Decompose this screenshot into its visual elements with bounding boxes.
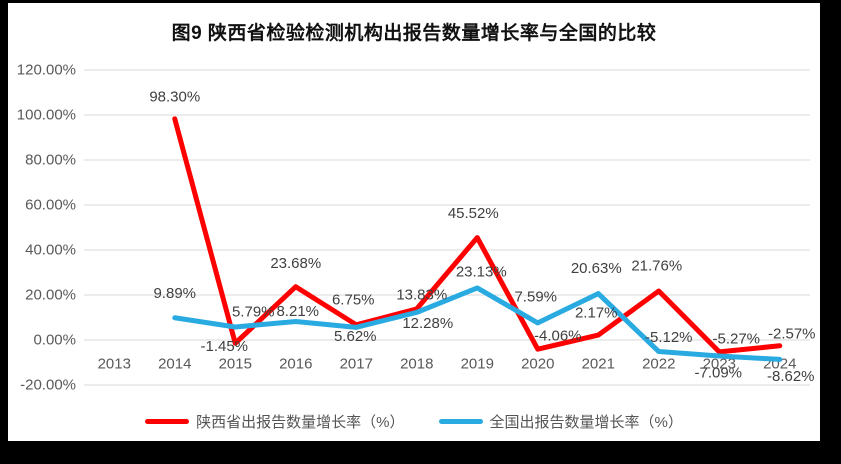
x-tick-label: 2022 [642,356,675,373]
y-tick-label: 40.00% [25,242,76,259]
data-label-1: 20.63% [571,260,622,277]
data-label-0: -2.57% [768,325,816,342]
data-label-1: 7.59% [514,288,557,305]
data-label-1: -5.12% [645,329,693,346]
data-label-1: 12.28% [402,315,453,332]
screenshot-root: { "window": { "outer_background": "#0000… [0,3,841,464]
chart-legend: 陕西省出报告数量增长率（%） 全国出报告数量增长率（%） [8,411,820,432]
y-tick-label: 80.00% [25,152,76,169]
x-tick-label: 2014 [158,356,191,373]
y-tick-label: 120.00% [17,62,76,79]
legend-label-national: 全国出报告数量增长率（%） [489,414,683,431]
data-label-0: 2.17% [575,305,618,322]
x-tick-label: 2019 [461,356,494,373]
y-tick-label: 20.00% [25,287,76,304]
y-tick-label: 60.00% [25,197,76,214]
x-tick-label: 2017 [340,356,373,373]
series-line-0 [172,116,783,355]
data-label-1: 9.89% [153,285,196,302]
x-tick-label: 2016 [279,356,312,373]
x-tick-label: 2015 [219,356,252,373]
data-label-0: 45.52% [448,205,499,222]
series-line-1 [172,285,783,362]
y-tick-label: -20.00% [20,377,76,394]
data-label-1: 5.79% [232,303,275,320]
line-chart: 120.00% 100.00% 80.00% 60.00% 40.00% 20.00% 0.… [17,62,816,394]
data-label-1: 8.21% [276,303,319,320]
data-label-1: 23.13% [456,263,507,280]
x-tick-label: 2023 [703,356,736,373]
x-tick-label: 2021 [582,356,615,373]
chart-canvas: 图9 陕西省检验检测机构出报告数量增长率与全国的比较 120.00% 100.00… [8,3,820,441]
data-label-0: 6.75% [332,291,375,308]
data-label-0: 13.83% [396,286,447,303]
data-label-0: -1.45% [200,338,248,355]
data-label-0: 98.30% [149,88,200,105]
data-label-1: -8.62% [767,368,815,385]
y-tick-label: 0.00% [33,332,76,349]
legend-swatch-shaanxi-line [145,419,190,424]
chart-title: 图9 陕西省检验检测机构出报告数量增长率与全国的比较 [171,23,657,44]
legend-item-shaanxi: 陕西省出报告数量增长率（%） [145,411,405,432]
data-label-1: -7.09% [694,364,742,381]
legend-label-shaanxi: 陕西省出报告数量增长率（%） [196,414,405,431]
x-tick-label: 2018 [400,356,433,373]
data-label-0: 23.68% [270,255,321,272]
data-label-0: -5.27% [712,330,760,347]
y-tick-label: 100.00% [17,107,76,124]
x-tick-label: 2013 [98,356,131,373]
data-label-0: 21.76% [631,258,682,275]
x-tick-label: 2020 [521,356,554,373]
data-label-0: -4.06% [534,328,582,345]
legend-item-national: 全国出报告数量增长率（%） [438,411,683,432]
data-label-1: 5.62% [334,328,377,345]
legend-swatch-national-line [438,419,483,424]
